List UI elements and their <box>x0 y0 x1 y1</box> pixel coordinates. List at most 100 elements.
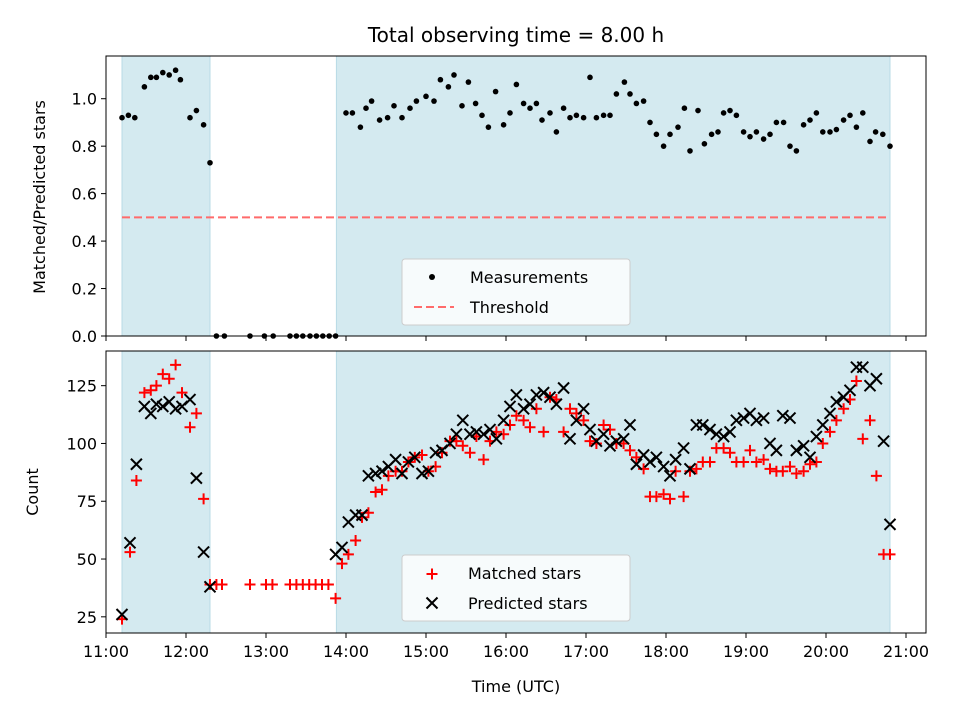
y-tick-label: 50 <box>77 550 97 569</box>
matched-star-point <box>184 421 196 433</box>
measurement-point <box>533 100 540 107</box>
measurement-point <box>459 103 465 109</box>
predicted-star-point <box>663 469 677 483</box>
measurement-point <box>733 112 740 119</box>
bottom-legend: Matched stars Predicted stars <box>401 554 631 622</box>
matched-star-point <box>824 426 836 438</box>
predicted-star-point <box>783 411 797 425</box>
measurement-point <box>872 129 879 135</box>
measurement-point <box>520 100 527 107</box>
y-tick-label: 0.6 <box>72 185 97 204</box>
measurement-point <box>423 93 429 100</box>
y-tick-label: 25 <box>77 608 97 627</box>
x-tick-label: 19:00 <box>723 642 769 661</box>
measurement-point <box>567 114 573 121</box>
predicted-star-point <box>843 384 857 397</box>
predicted-star-point <box>703 423 717 436</box>
matched-star-point <box>457 440 469 452</box>
measurement-point <box>437 76 444 83</box>
predicted-star-point <box>717 430 730 443</box>
predicted-star-point <box>797 439 810 452</box>
matched-star-point <box>678 491 690 503</box>
predicted-star-point <box>683 462 697 476</box>
matched-star-point <box>624 444 636 456</box>
x-tick-label: 21:00 <box>883 642 929 661</box>
measurement-point <box>547 110 553 116</box>
matched-star-point <box>578 414 590 426</box>
measurement-point <box>587 74 593 81</box>
measurement-point <box>368 98 375 104</box>
predicted-star-point <box>130 458 143 471</box>
measurement-point <box>132 114 138 121</box>
matched-star-point <box>478 454 490 466</box>
matched-star-point <box>764 463 776 475</box>
measurement-point <box>675 124 681 130</box>
predicted-star-point <box>730 414 743 427</box>
legend-label-matched: Matched stars <box>468 564 581 583</box>
matched-star-point <box>750 456 762 468</box>
top-panel: 0.0 0.2 0.4 0.6 0.8 1.0 Measurements Threshold <box>72 55 927 346</box>
shaded-region <box>121 350 211 634</box>
matched-star-point <box>198 493 210 505</box>
predicted-star-point <box>557 381 570 395</box>
legend-label-predicted: Predicted stars <box>468 594 588 613</box>
x-tick-label: 12:00 <box>163 642 209 661</box>
predicted-star-point <box>183 393 197 406</box>
matched-star-point <box>558 426 570 438</box>
measurement-point <box>207 159 213 166</box>
predicted-star-point <box>197 545 210 559</box>
measurement-point <box>513 81 520 88</box>
y-tick-label: 125 <box>66 377 97 396</box>
predicted-star-point <box>456 414 470 427</box>
predicted-star-point <box>830 395 843 409</box>
measurement-point <box>148 74 154 81</box>
measurement-point <box>820 129 826 135</box>
measurement-point <box>773 119 780 126</box>
matched-star-point <box>664 493 676 505</box>
measurement-point <box>384 114 391 121</box>
measurement-point <box>647 119 653 126</box>
matched-star-point <box>163 373 175 385</box>
predicted-star-point <box>856 360 870 374</box>
measurement-point <box>153 74 160 81</box>
bottom-panel: 25 50 75 100 125 11:00 12:00 13:00 14:00 15:00 16:… <box>66 350 929 661</box>
measurement-point <box>627 91 633 97</box>
matched-star-point <box>130 474 142 486</box>
measurement-point <box>760 136 767 142</box>
matched-star-point <box>244 578 256 590</box>
measurement-point <box>573 112 580 119</box>
predicted-star-point <box>362 469 375 483</box>
matched-star-point <box>336 558 348 570</box>
measurement-point <box>887 143 893 149</box>
shaded-region <box>121 55 211 337</box>
predicted-star-point <box>402 455 415 469</box>
measurement-point <box>357 124 364 130</box>
matched-star-point <box>266 578 278 590</box>
matched-star-point <box>330 592 342 604</box>
measurement-point <box>472 100 479 107</box>
predicted-star-point <box>696 418 710 432</box>
predicted-star-point <box>375 464 389 478</box>
measurement-point <box>720 110 727 116</box>
measurement-point <box>376 117 383 123</box>
predicted-star-point <box>470 425 483 439</box>
predicted-star-point <box>483 423 497 436</box>
matched-star-point <box>658 488 670 500</box>
matched-star-point <box>804 458 816 470</box>
predicted-star-point <box>123 536 137 550</box>
measurement-point <box>695 107 701 114</box>
measurement-point <box>807 117 813 123</box>
measurement-point <box>607 112 613 119</box>
matched-star-point <box>744 444 756 456</box>
x-tick-label: 15:00 <box>403 642 449 661</box>
matched-star-point <box>145 384 157 396</box>
measurement-point <box>343 110 349 116</box>
measurement-point <box>172 67 179 74</box>
predicted-star-point <box>823 407 837 420</box>
matched-star-point <box>510 410 522 422</box>
predicted-star-point <box>537 386 550 399</box>
matched-star-point <box>530 403 542 415</box>
legend-marker-predicted <box>425 596 439 610</box>
predicted-star-point <box>757 411 770 425</box>
